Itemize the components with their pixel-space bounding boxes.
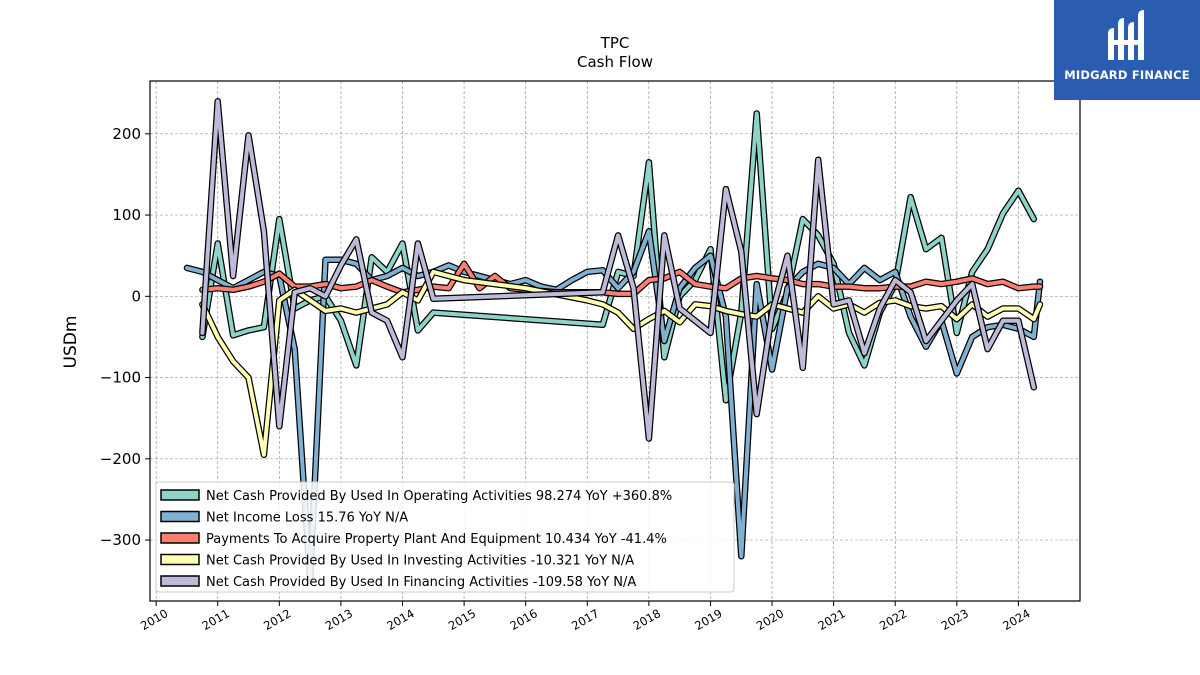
legend-swatch bbox=[160, 575, 200, 587]
x-tick-label: 2020 bbox=[754, 606, 786, 633]
y-axis-label: USDm bbox=[61, 316, 81, 369]
legend: Net Cash Provided By Used In Operating A… bbox=[155, 481, 735, 593]
legend-swatch bbox=[160, 489, 200, 501]
legend-label: Net Cash Provided By Used In Investing A… bbox=[206, 554, 634, 569]
x-tick-label: 2011 bbox=[200, 606, 232, 633]
x-tick-label: 2024 bbox=[1000, 606, 1032, 633]
x-tick-label: 2021 bbox=[815, 606, 847, 633]
x-tick-label: 2016 bbox=[508, 606, 540, 633]
legend-label: Net Cash Provided By Used In Operating A… bbox=[206, 489, 672, 504]
y-tick-label: −200 bbox=[100, 450, 141, 468]
x-tick-label: 2014 bbox=[384, 606, 416, 633]
y-tick-label: −100 bbox=[100, 369, 141, 387]
chart-title: TPC bbox=[600, 34, 630, 52]
legend-label: Net Cash Provided By Used In Financing A… bbox=[206, 575, 636, 590]
y-tick-label: −300 bbox=[100, 531, 141, 549]
x-tick-label: 2017 bbox=[569, 606, 601, 633]
logo-wordmark: MIDGARD FINANCE bbox=[1064, 68, 1190, 82]
logo-mark bbox=[1054, 0, 1200, 100]
x-tick-label: 2013 bbox=[323, 606, 355, 633]
series-line-3 bbox=[200, 269, 1042, 457]
legend-swatch bbox=[160, 553, 200, 566]
x-tick-label: 2019 bbox=[692, 606, 724, 633]
series-lines bbox=[183, 98, 1044, 584]
plot-frame bbox=[149, 80, 1081, 602]
legend-swatch bbox=[160, 510, 200, 523]
series-line-2 bbox=[200, 261, 1042, 296]
legend-label: Net Income Loss 15.76 YoY N/A bbox=[206, 511, 408, 526]
x-tick-label: 2018 bbox=[631, 606, 663, 633]
x-tick-label: 2010 bbox=[138, 606, 170, 633]
x-tick-label: 2023 bbox=[939, 606, 971, 633]
legend-swatch bbox=[160, 532, 200, 544]
y-tick-label: 100 bbox=[112, 206, 141, 224]
series-line-4 bbox=[200, 99, 1036, 441]
midgard-finance-logo: MIDGARD FINANCE bbox=[1054, 0, 1200, 100]
y-tick-label: 0 bbox=[131, 287, 141, 305]
y-tick-label: 200 bbox=[112, 125, 141, 143]
legend-box bbox=[155, 481, 735, 593]
x-tick-label: 2015 bbox=[446, 606, 478, 633]
chart-subtitle: Cash Flow bbox=[577, 53, 653, 71]
legend-label: Payments To Acquire Property Plant And E… bbox=[206, 532, 667, 547]
x-tick-label: 2012 bbox=[261, 606, 293, 633]
x-tick-label: 2022 bbox=[877, 606, 909, 633]
